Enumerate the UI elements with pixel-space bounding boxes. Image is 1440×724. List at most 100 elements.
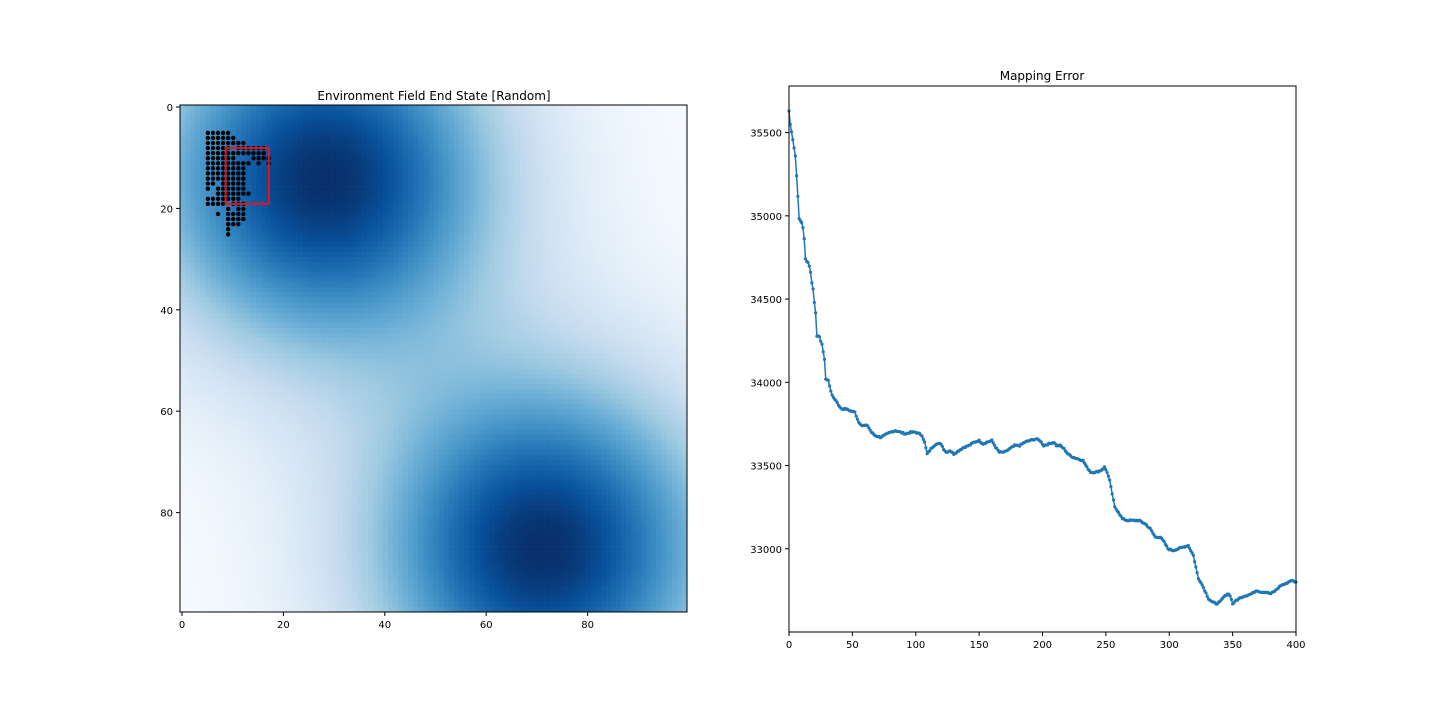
heatmap-cell: [387, 231, 394, 238]
heatmap-cell: [626, 241, 632, 248]
heatmap-cell: [382, 343, 389, 349]
heatmap-cell: [605, 252, 612, 258]
heatmap-cell: [245, 302, 252, 309]
heatmap-cell: [616, 328, 622, 334]
heatmap-cell: [550, 348, 556, 354]
heatmap-cell: [367, 130, 373, 136]
heatmap-cell: [210, 257, 216, 263]
heatmap-cell: [195, 317, 201, 324]
heatmap-cell: [600, 186, 607, 192]
heatmap-cell: [281, 302, 287, 309]
heatmap-cell: [504, 241, 510, 248]
heatmap-cell: [458, 231, 465, 238]
heatmap-cell: [504, 186, 510, 192]
heatmap-cell: [484, 211, 490, 217]
heatmap-cell: [367, 105, 373, 111]
heatmap-cell: [261, 343, 267, 349]
heatmap-cell: [185, 226, 191, 233]
heatmap-cell: [403, 181, 409, 187]
heatmap-cell: [616, 160, 622, 167]
heatmap-cell: [580, 287, 586, 293]
heatmap-cell: [666, 191, 673, 197]
heatmap-cell: [311, 216, 318, 222]
heatmap-cell: [250, 181, 257, 187]
heatmap-cell: [185, 333, 191, 339]
heatmap-cell: [474, 150, 480, 156]
heatmap-cell: [286, 130, 292, 136]
heatmap-cell: [565, 292, 571, 298]
heatmap-cell: [636, 246, 642, 253]
heatmap-cell: [210, 287, 216, 293]
heatmap-cell: [534, 145, 541, 151]
heatmap-cell: [448, 302, 455, 309]
heatmap-cell: [595, 297, 602, 304]
heatmap-cell: [570, 246, 576, 253]
heatmap-cell: [256, 252, 262, 258]
heatmap-cell: [387, 135, 394, 141]
heatmap-cell: [676, 140, 683, 146]
heatmap-cell: [661, 181, 668, 187]
heatmap-cell: [529, 145, 536, 151]
heatmap-cell: [575, 267, 581, 273]
heatmap-cell: [474, 135, 480, 141]
heatmap-cell: [382, 312, 389, 319]
heatmap-cell: [575, 125, 581, 131]
heatmap-cell: [250, 120, 257, 126]
heatmap-cell: [560, 125, 566, 131]
heatmap-cell: [352, 343, 358, 349]
heatmap-cell: [504, 115, 510, 121]
heatmap-cell: [332, 150, 338, 156]
heatmap-cell: [474, 211, 480, 217]
heatmap-cell: [230, 130, 237, 136]
heatmap-cell: [392, 201, 399, 207]
heatmap-cell: [570, 226, 576, 233]
heatmap-cell: [332, 267, 338, 273]
heatmap-cell: [529, 120, 536, 126]
heatmap-cell: [372, 348, 379, 354]
heatmap-cell: [534, 241, 541, 248]
heatmap-cell: [534, 216, 541, 222]
heatmap-cell: [646, 333, 652, 339]
heatmap-cell: [377, 292, 384, 298]
heatmap-cell: [433, 175, 439, 182]
heatmap-cell: [230, 282, 237, 288]
heatmap-cell: [387, 196, 394, 202]
heatmap-cell: [509, 246, 515, 253]
heatmap-cell: [423, 241, 429, 248]
heatmap-cell: [321, 196, 328, 202]
heatmap-cell: [306, 125, 313, 131]
heatmap-cell: [286, 105, 292, 111]
heatmap-cell: [413, 333, 419, 339]
heatmap-cell: [550, 191, 556, 197]
heatmap-cell: [342, 125, 348, 131]
heatmap-cell: [646, 297, 652, 304]
heatmap-cell: [656, 130, 662, 136]
heatmap-cell: [651, 333, 657, 339]
heatmap-cell: [474, 140, 480, 146]
heatmap-cell: [311, 206, 318, 212]
heatmap-cell: [600, 292, 607, 298]
heatmap-cell: [443, 211, 450, 217]
heatmap-cell: [631, 130, 637, 136]
heatmap-cell: [392, 287, 399, 293]
heatmap-cell: [494, 135, 500, 141]
heatmap-cell: [321, 165, 328, 172]
heatmap-cell: [392, 343, 399, 349]
heatmap-cell: [433, 353, 439, 359]
heatmap-cell: [524, 191, 531, 197]
heatmap-cell: [636, 165, 642, 172]
heatmap-cell: [342, 216, 348, 222]
heatmap-cell: [458, 338, 465, 344]
heatmap-cell: [539, 236, 546, 243]
heatmap-cell: [534, 292, 541, 298]
heatmap-cell: [240, 317, 247, 324]
heatmap-cell: [499, 115, 505, 121]
heatmap-cell: [661, 277, 668, 283]
heatmap-cell: [398, 307, 404, 314]
heatmap-cell: [438, 307, 444, 314]
heatmap-cell: [605, 328, 612, 334]
heatmap-cell: [641, 165, 647, 172]
heatmap-cell: [463, 333, 470, 339]
heatmap-cell: [631, 338, 637, 344]
heatmap-cell: [636, 140, 642, 146]
